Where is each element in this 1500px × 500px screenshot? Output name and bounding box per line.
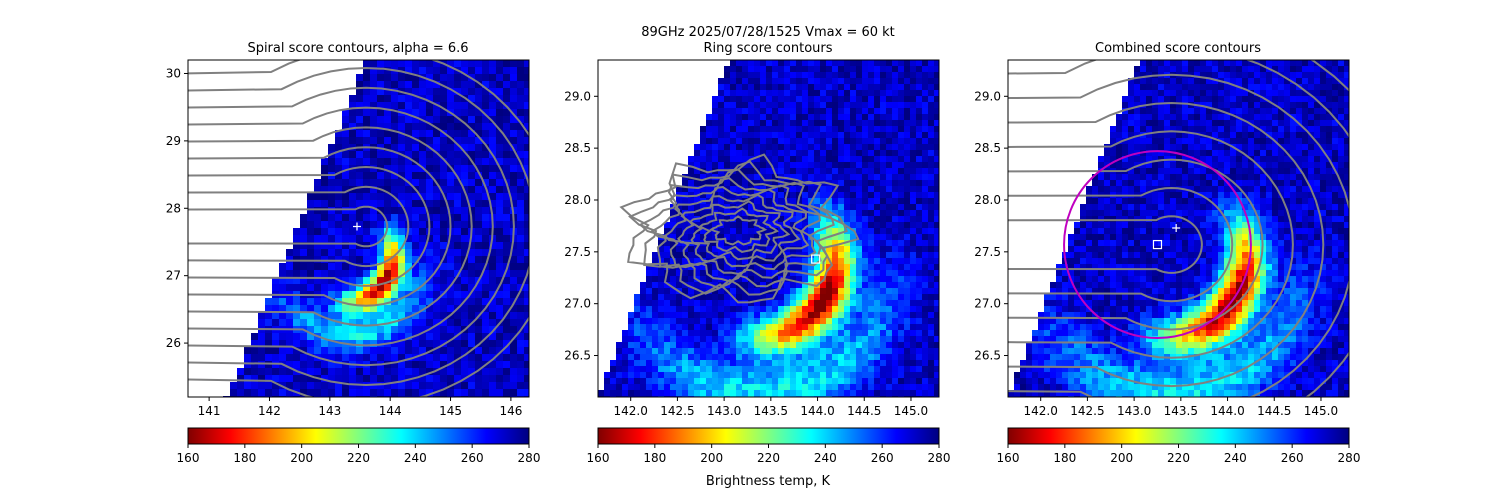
colorbar-tick-label: 200: [700, 451, 723, 465]
panel-spiral-markers: [352, 222, 361, 231]
panel-spiral-frame: [187, 59, 530, 398]
colorbar-tick-label: 160: [997, 451, 1020, 465]
colorbar-tick-label: 180: [643, 451, 666, 465]
xtick-label: 142.5: [660, 404, 694, 418]
colorbar-tick-label: 160: [587, 451, 610, 465]
colorbar-tick-label: 200: [290, 451, 313, 465]
panel-ring-colorbar: 160 180 200 220 240 260 280: [587, 427, 951, 465]
panel-combined-xaxis: 142.0 142.5 143.0 143.5 144.0 144.5 145.0: [1024, 397, 1338, 418]
colorbar-tick-label: 280: [928, 451, 951, 465]
xtick-label: 142.0: [614, 404, 648, 418]
xtick-label: 144.0: [800, 404, 834, 418]
xtick-label: 143.0: [1117, 404, 1151, 418]
xtick-label: 143.5: [754, 404, 788, 418]
colorbar-tick-label: 220: [1167, 451, 1190, 465]
colorbar-gradient: [187, 427, 530, 445]
colorbar-tick-label: 160: [177, 451, 200, 465]
xtick-label: 144.0: [1210, 404, 1244, 418]
ytick-label: 28.5: [974, 141, 1001, 155]
xtick-label: 141: [198, 404, 221, 418]
colorbar-tick-label: 220: [347, 451, 370, 465]
panel-ring-markers: [811, 254, 821, 264]
xtick-label: 145.0: [894, 404, 928, 418]
colorbar-tick-label: 240: [814, 451, 837, 465]
xtick-label: 143.5: [1164, 404, 1198, 418]
ytick-label: 28.0: [974, 193, 1001, 207]
panel-combined-yaxis: 26.5 27.0 27.5 28.0 28.5 29.0: [974, 89, 1008, 363]
panel-ring-title: Ring score contours: [703, 41, 832, 56]
colorbar-tick-label: 280: [518, 451, 541, 465]
colorbar-tick-label: 260: [461, 451, 484, 465]
colorbar-tick-label: 280: [1338, 451, 1361, 465]
panel-combined-markers: [1063, 150, 1252, 339]
ytick-label: 28.0: [564, 193, 591, 207]
ytick-label: 29: [166, 134, 181, 148]
panel-combined-plot: [1008, 60, 1349, 397]
xtick-label: 144: [379, 404, 402, 418]
colorbar-gradient: [597, 427, 940, 445]
xtick-label: 145.0: [1304, 404, 1338, 418]
colorbar-tick-label: 200: [1110, 451, 1133, 465]
ytick-label: 28: [166, 201, 181, 215]
ytick-label: 27.5: [974, 245, 1001, 259]
xtick-label: 146: [499, 404, 522, 418]
xtick-label: 142.5: [1070, 404, 1104, 418]
panel-spiral-plot: [188, 60, 529, 397]
xtick-label: 142.0: [1024, 404, 1058, 418]
panel-spiral: Spiral score contours, alpha = 6.6 141 14…: [166, 41, 541, 465]
xtick-label: 144.5: [847, 404, 881, 418]
ytick-label: 27.0: [564, 297, 591, 311]
xtick-label: 142: [258, 404, 281, 418]
panel-combined-colorbar: 160 180 200 220 240 260 280: [997, 427, 1361, 465]
ytick-label: 26: [166, 336, 181, 350]
colorbar-tick-label: 180: [1053, 451, 1076, 465]
panel-ring-heatmap: [598, 60, 939, 397]
xtick-label: 145: [439, 404, 462, 418]
colorbar-tick-label: 260: [871, 451, 894, 465]
panel-ring: Ring score contours 142.0 142.5 143.0 143.5…: [564, 41, 950, 465]
colorbar-gradient: [1007, 427, 1350, 445]
ytick-label: 30: [166, 66, 181, 80]
panel-spiral-xaxis: 141 142 143 144 145 146: [198, 397, 522, 418]
panel-combined-frame: [1007, 59, 1350, 398]
ytick-label: 26.5: [974, 349, 1001, 363]
ytick-label: 27: [166, 269, 181, 283]
ytick-label: 28.5: [564, 141, 591, 155]
ytick-label: 27.5: [564, 245, 591, 259]
panel-combined: Combined score contours 142.0 142.5 143.0 1…: [974, 41, 1361, 465]
colorbar-tick-label: 240: [1224, 451, 1247, 465]
figure-suptitle: 89GHz 2025/07/28/1525 Vmax = 60 kt: [641, 25, 895, 40]
ytick-label: 29.0: [974, 89, 1001, 103]
panel-combined-contours: [1008, 60, 1349, 397]
ytick-label: 27.0: [974, 297, 1001, 311]
panel-combined-title: Combined score contours: [1095, 41, 1261, 56]
colorbar-tick-label: 220: [757, 451, 780, 465]
xtick-label: 143.0: [707, 404, 741, 418]
ytick-label: 29.0: [564, 89, 591, 103]
panel-spiral-contours: [188, 60, 529, 397]
xtick-label: 144.5: [1257, 404, 1291, 418]
panel-spiral-colorbar: 160 180 200 220 240 260 280: [177, 427, 541, 465]
panel-ring-contours: [619, 153, 860, 304]
panel-ring-plot: [598, 60, 939, 397]
xtick-label: 143: [318, 404, 341, 418]
colorbar-tick-label: 260: [1281, 451, 1304, 465]
panel-ring-yaxis: 26.5 27.0 27.5 28.0 28.5 29.0: [564, 89, 598, 363]
panel-ring-frame: [597, 59, 940, 398]
colorbar-tick-label: 180: [233, 451, 256, 465]
colorbar-tick-label: 240: [404, 451, 427, 465]
panel-spiral-title: Spiral score contours, alpha = 6.6: [247, 41, 468, 56]
ytick-label: 26.5: [564, 349, 591, 363]
colorbar-label: Brightness temp, K: [706, 474, 831, 489]
panel-ring-xaxis: 142.0 142.5 143.0 143.5 144.0 144.5 145.0: [614, 397, 928, 418]
panel-spiral-yaxis: 26 27 28 29 30: [166, 66, 188, 350]
